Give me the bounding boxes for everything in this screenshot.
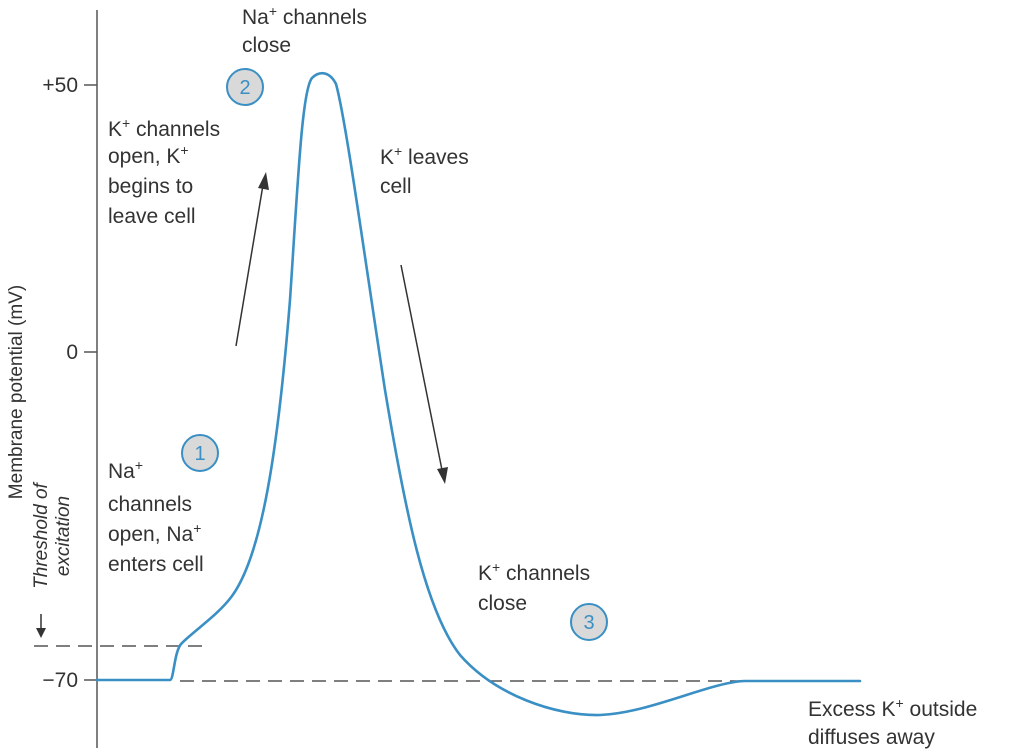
falling-arrow-head [437,467,448,484]
excess-k-line2: diffuses away [808,726,935,749]
excess-k-label: Excess K+ outside diffuses away [808,695,983,749]
step-2-line1: Na+ channels [242,3,367,29]
excess-k-line1: Excess K+ outside [808,695,977,721]
k-open-label: K+ channels open, K+ begins to leave cel… [108,115,226,228]
step-1-line3: open, Na+ [108,520,201,546]
k-leaves-label: K+ leaves cell [380,143,475,198]
rising-arrow-shaft [235,184,264,347]
k-leaves-line2: cell [380,175,412,198]
step-2-badge: 2 [226,68,264,106]
step-1-line4: enters cell [108,553,204,576]
step-2-label: Na+ channels close [242,3,373,57]
k-leaves-line1: K+ leaves [380,143,469,169]
step-3-badge: 3 [570,603,608,641]
step-3-number: 3 [583,612,594,634]
tick-label-plus50: +50 [42,74,78,97]
step-3-line1: K+ channels [478,559,590,585]
action-potential-curve [95,71,862,717]
step-1-number: 1 [194,443,205,465]
step-1-line2: channels [108,493,192,516]
falling-arrow-shaft [400,264,443,471]
step-1-badge: 1 [181,434,219,472]
rising-arrow-head [258,172,269,190]
step-2-number: 2 [239,77,250,99]
k-open-line1: K+ channels [108,115,220,141]
step-3-label: K+ channels close [478,559,596,615]
tick-label-zero: 0 [66,341,78,364]
threshold-label-line1: Threshold of [31,481,52,588]
threshold-label-line2: excitation [53,496,74,576]
step-1-line1: Na+ [108,457,143,483]
threshold-arrow-head [36,628,46,638]
y-axis-title: Membrane potential (mV) [6,285,27,499]
step-1-label: Na+ channels open, Na+ enters cell [108,452,207,576]
k-open-line3: begins to [108,175,193,198]
tick-label-minus70: −70 [42,669,78,692]
k-open-line4: leave cell [108,205,196,228]
step-3-line2: close [478,592,527,615]
k-open-line2: open, K+ [108,142,189,168]
step-2-line2: close [242,34,291,57]
